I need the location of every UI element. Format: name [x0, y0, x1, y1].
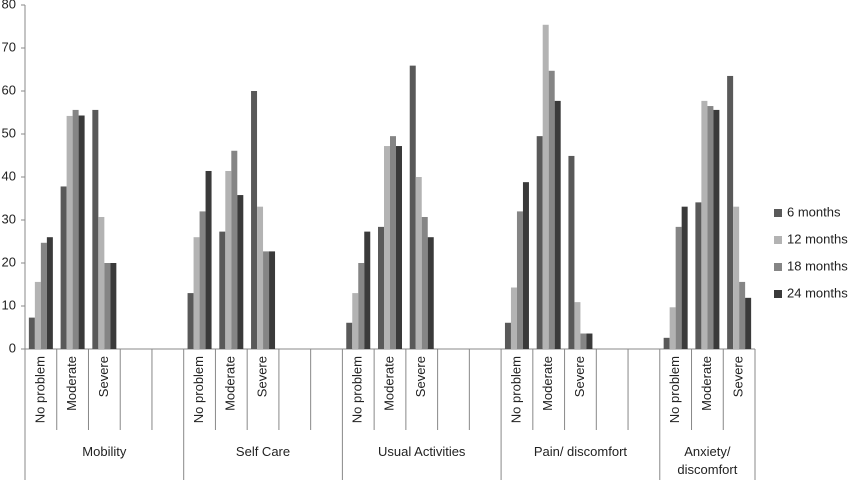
bar: [504, 322, 511, 349]
y-tick-label: 60: [2, 82, 16, 97]
bar: [98, 216, 105, 349]
bar: [72, 109, 79, 349]
bar: [219, 231, 226, 349]
bar: [46, 237, 53, 349]
x-tick-label: Moderate: [699, 356, 714, 411]
bar: [427, 237, 434, 349]
bar: [409, 65, 416, 349]
y-tick-label: 30: [2, 211, 16, 226]
bar: [231, 150, 238, 349]
bar: [199, 211, 206, 349]
bar: [739, 281, 746, 349]
x-tick-label: No problem: [667, 356, 682, 423]
bar: [548, 70, 555, 349]
bar: [28, 317, 35, 349]
bar: [390, 136, 396, 349]
bar: [263, 251, 270, 349]
bar: [415, 177, 422, 349]
x-tick-label: No problem: [191, 356, 206, 423]
bar: [421, 216, 428, 349]
x-tick-label: Severe: [572, 356, 587, 397]
y-tick-label: 10: [2, 297, 16, 312]
bar: [574, 302, 581, 349]
x-tick-label: Severe: [96, 356, 111, 397]
bar: [104, 263, 111, 349]
bar: [225, 170, 232, 349]
legend-label: 12 months: [787, 231, 848, 246]
x-tick-label: Moderate: [223, 356, 238, 411]
bar: [554, 100, 561, 349]
group-label: Self Care: [235, 444, 291, 459]
group-label: Pain/ discomfort: [533, 444, 628, 459]
bar: [681, 206, 688, 349]
bar: [364, 231, 371, 349]
bar: [110, 263, 117, 349]
y-tick-label: 40: [2, 168, 16, 183]
legend-swatch: [774, 290, 782, 298]
group-label: Mobility: [82, 444, 127, 459]
x-tick-label: Severe: [731, 356, 746, 397]
bar: [187, 293, 194, 349]
bar: [663, 337, 670, 349]
x-tick-label: Severe: [413, 356, 428, 397]
bar: [713, 109, 720, 349]
y-tick-label: 80: [2, 0, 16, 11]
bar: [193, 237, 200, 349]
bar: [510, 287, 517, 349]
bar: [396, 146, 402, 349]
legend-swatch: [774, 209, 782, 217]
x-tick-label: No problem: [508, 356, 523, 423]
bar: [78, 115, 85, 349]
bar: [675, 226, 682, 349]
bar: [707, 106, 714, 349]
bar: [34, 281, 41, 349]
y-tick-label: 20: [2, 254, 16, 269]
bar: [701, 100, 708, 349]
legend-label: 6 months: [787, 204, 841, 219]
bar: [352, 293, 359, 349]
bar: [727, 75, 734, 349]
bar: [516, 211, 523, 349]
bar: [92, 109, 99, 349]
bar: [257, 206, 264, 349]
bar: [205, 170, 212, 349]
bar: [237, 195, 244, 349]
bar: [40, 242, 47, 349]
x-tick-label: Moderate: [64, 356, 79, 411]
x-tick-label: No problem: [350, 356, 365, 423]
bar: [522, 182, 529, 349]
bar: [669, 307, 676, 349]
bar: [542, 24, 549, 350]
group-label: Anxiety/ discomfort: [677, 444, 738, 477]
bar: [66, 115, 73, 349]
bar: [695, 202, 702, 349]
x-tick-label: Severe: [254, 356, 269, 397]
bar: [358, 263, 365, 349]
bar: [586, 333, 593, 349]
bar: [733, 206, 740, 349]
bar: [60, 186, 67, 349]
y-tick-label: 50: [2, 125, 16, 140]
bar: [580, 333, 587, 349]
y-tick-label: 70: [2, 39, 16, 54]
bar: [745, 297, 752, 349]
x-tick-label: Moderate: [540, 356, 555, 411]
legend-label: 24 months: [787, 285, 848, 300]
group-label: Usual Activities: [378, 444, 466, 459]
bar: [346, 322, 353, 349]
legend-swatch: [774, 236, 782, 244]
x-tick-label: No problem: [32, 356, 47, 423]
bar: [536, 136, 543, 349]
legend-swatch: [774, 263, 782, 271]
bar: [384, 146, 390, 349]
bar: [269, 251, 276, 349]
x-tick-label: Moderate: [381, 356, 396, 411]
bar: [378, 226, 384, 349]
bar: [568, 155, 575, 349]
bar: [251, 91, 258, 349]
y-tick-label: 0: [9, 340, 16, 355]
legend-label: 18 months: [787, 258, 848, 273]
